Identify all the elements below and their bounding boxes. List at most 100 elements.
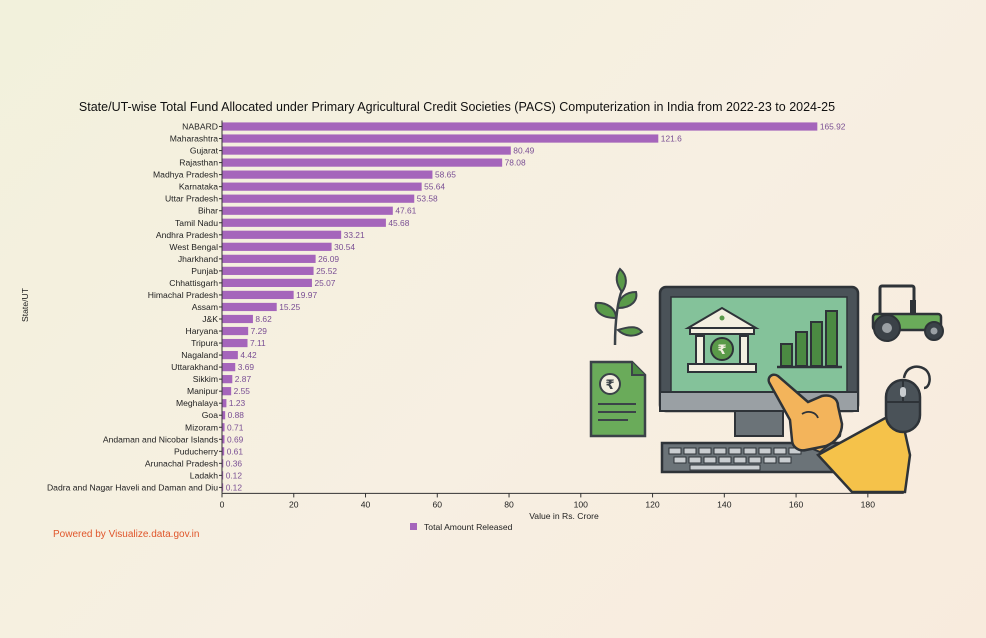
category-label: Maharashtra	[170, 134, 218, 144]
bar[interactable]	[222, 182, 422, 191]
category-label: Tripura	[191, 338, 218, 348]
data-label: 2.55	[234, 386, 251, 396]
x-tick-label: 100	[574, 499, 589, 509]
category-label: Rajasthan	[179, 158, 218, 168]
category-label: Karnataka	[179, 182, 218, 192]
bar[interactable]	[222, 278, 312, 287]
bar[interactable]	[222, 399, 227, 408]
bar[interactable]	[222, 350, 238, 360]
x-tick-label: 20	[289, 499, 299, 509]
bar[interactable]	[222, 158, 503, 167]
bank-icon	[684, 306, 760, 373]
sapling-icon	[594, 267, 644, 346]
category-label: Haryana	[186, 326, 219, 336]
bar[interactable]	[222, 363, 236, 372]
category-label: Nagaland	[181, 350, 218, 360]
category-label: Gujarat	[190, 146, 219, 156]
category-label: Andhra Pradesh	[156, 230, 218, 240]
bar[interactable]	[222, 134, 659, 143]
data-label: 0.71	[227, 422, 244, 432]
category-label: Ladakh	[190, 470, 218, 480]
bar[interactable]	[222, 242, 332, 251]
y-axis-title: State/UT	[20, 287, 30, 322]
data-label: 121.6	[661, 134, 682, 144]
data-label: 47.61	[395, 206, 416, 216]
bar[interactable]	[222, 146, 511, 155]
category-label: Himachal Pradesh	[148, 290, 218, 300]
category-label: Uttarakhand	[171, 362, 218, 372]
svg-text:₹: ₹	[717, 343, 726, 358]
bar[interactable]	[222, 483, 224, 492]
legend-swatch	[410, 523, 417, 530]
category-label: Goa	[202, 410, 218, 420]
bar[interactable]	[222, 266, 314, 275]
svg-text:₹: ₹	[605, 378, 614, 393]
data-label: 0.12	[226, 470, 243, 480]
x-axis-title: Value in Rs. Crore	[529, 511, 599, 521]
bar[interactable]	[222, 314, 253, 324]
chart-title: State/UT-wise Total Fund Allocated under…	[79, 100, 835, 114]
data-label: 0.88	[228, 410, 245, 420]
bar[interactable]	[222, 447, 225, 456]
data-label: 8.62	[255, 314, 272, 324]
bar[interactable]	[222, 471, 224, 480]
data-label: 165.92	[820, 122, 846, 132]
data-label: 3.69	[238, 362, 255, 372]
x-tick-label: 0	[220, 499, 225, 509]
category-label: Punjab	[191, 266, 218, 276]
category-label: Madhya Pradesh	[153, 170, 218, 180]
bar[interactable]	[222, 387, 232, 396]
bar[interactable]	[222, 206, 393, 215]
category-label: Puducherry	[174, 446, 219, 456]
bar[interactable]	[222, 122, 818, 131]
category-label: West Bengal	[169, 242, 218, 252]
data-label: 55.64	[424, 182, 445, 192]
bar[interactable]	[222, 230, 342, 239]
category-label: NABARD	[182, 122, 218, 132]
legend-label: Total Amount Released	[424, 522, 513, 532]
legend[interactable]: Total Amount Released	[410, 522, 513, 532]
data-label: 7.29	[251, 326, 268, 336]
category-label: Dadra and Nagar Haveli and Daman and Diu	[47, 482, 218, 492]
bar[interactable]	[222, 254, 316, 263]
bar[interactable]	[222, 290, 294, 300]
bar[interactable]	[222, 338, 248, 348]
bar[interactable]	[222, 194, 415, 203]
data-label: 4.42	[240, 350, 257, 360]
data-label: 30.54	[334, 242, 355, 252]
x-tick-label: 140	[717, 499, 732, 509]
x-tick-label: 60	[432, 499, 442, 509]
powered-by-link[interactable]: Powered by Visualize.data.gov.in	[53, 529, 200, 540]
category-label: Sikkim	[193, 374, 218, 384]
bars-layer: 165.92 121.6 80.49 78.08 58.65 55.64 53.5847.6…	[222, 122, 846, 492]
data-label: 1.23	[229, 398, 246, 408]
rupee-document-icon: ₹	[589, 360, 647, 438]
bar[interactable]	[222, 326, 249, 336]
axis-layer: NABARD Maharashtra Gujarat Rajasthan Madhya …	[47, 120, 904, 509]
bar[interactable]	[222, 423, 225, 432]
data-label: 58.65	[435, 170, 456, 180]
data-label: 0.61	[227, 446, 244, 456]
category-label: Assam	[192, 302, 218, 312]
data-label: 25.07	[314, 278, 335, 288]
category-label: Jharkhand	[178, 254, 218, 264]
bar-chart-icon	[777, 310, 842, 369]
x-tick-label: 80	[504, 499, 514, 509]
category-label: Andaman and Nicobar Islands	[103, 434, 218, 444]
bar[interactable]	[222, 435, 225, 444]
category-label: Manipur	[187, 386, 218, 396]
data-label: 25.52	[316, 266, 337, 276]
category-label: Arunachal Pradesh	[145, 458, 218, 468]
bar[interactable]	[222, 218, 386, 227]
bar[interactable]	[222, 459, 224, 468]
bar[interactable]	[222, 375, 233, 384]
data-label: 45.68	[388, 218, 409, 228]
bar[interactable]	[222, 411, 226, 420]
data-label: 53.58	[417, 194, 438, 204]
category-label: Mizoram	[185, 422, 218, 432]
bar[interactable]	[222, 170, 433, 179]
x-tick-label: 160	[789, 499, 804, 509]
bar[interactable]	[222, 302, 277, 312]
data-label: 15.25	[279, 302, 300, 312]
data-label: 2.87	[235, 374, 252, 384]
